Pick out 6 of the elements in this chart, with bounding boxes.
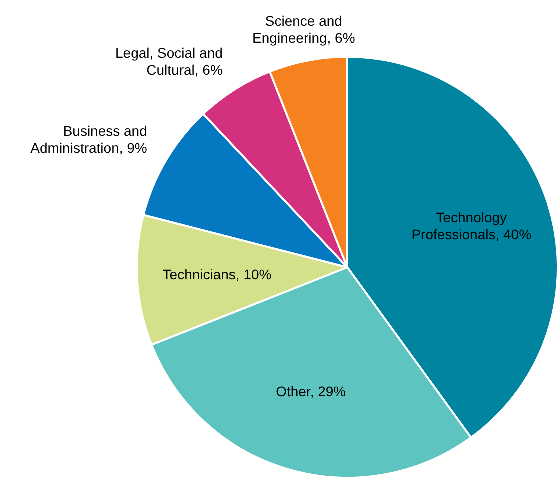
slice-label: Other, 29% bbox=[276, 384, 346, 400]
slice-label: Legal, Social and Cultural, 6% bbox=[116, 45, 223, 78]
slice-label: Business and Administration, 9% bbox=[30, 123, 148, 156]
slice-label: Technology Professionals, 40% bbox=[412, 210, 532, 243]
slice-label: Science and Engineering, 6% bbox=[252, 12, 356, 46]
slice-label: Technicians, 10% bbox=[162, 266, 272, 283]
